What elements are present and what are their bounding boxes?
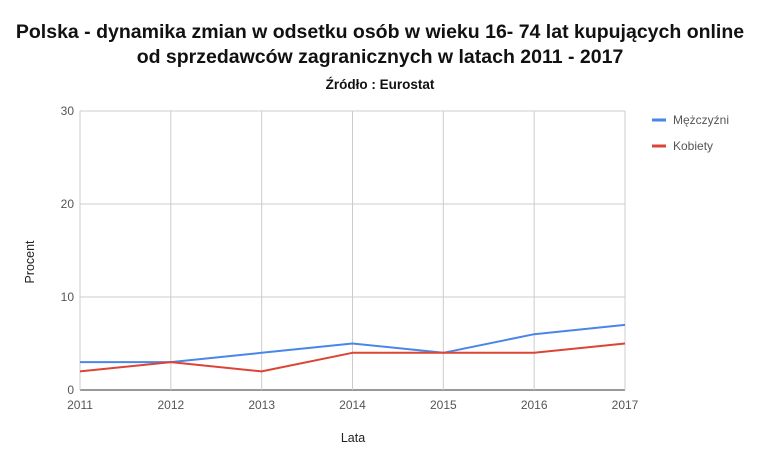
legend-label: Kobiety xyxy=(673,139,713,153)
x-tick-label: 2016 xyxy=(521,398,548,412)
grid-lines xyxy=(79,110,626,391)
x-tick-label: 2014 xyxy=(339,398,366,412)
y-tick-label: 30 xyxy=(61,104,75,118)
x-tick-label: 2017 xyxy=(612,398,639,412)
y-tick-label: 10 xyxy=(61,290,75,304)
x-axis-ticks: 2011 2012 2013 2014 2015 2016 2017 xyxy=(67,398,639,412)
y-tick-label: 20 xyxy=(61,197,75,211)
y-axis-label: Procent xyxy=(23,240,37,284)
y-tick-label: 0 xyxy=(67,383,74,397)
x-tick-label: 2013 xyxy=(248,398,275,412)
x-tick-label: 2012 xyxy=(157,398,184,412)
x-tick-label: 2011 xyxy=(67,398,93,412)
legend: Mężczyźni Kobiety xyxy=(652,113,729,153)
x-tick-label: 2015 xyxy=(430,398,457,412)
legend-label: Mężczyźni xyxy=(673,113,729,127)
chart-title-line-1: Polska - dynamika zmian w odsetku osób w… xyxy=(15,21,745,43)
series-lines xyxy=(79,323,626,373)
chart-title-line-2: od sprzedawców zagranicznych w latach 20… xyxy=(136,46,624,68)
chart-title: Polska - dynamika zmian w odsetku osób w… xyxy=(0,20,760,70)
x-axis-label: Lata xyxy=(341,431,365,445)
chart-subtitle: Źródło : Eurostat xyxy=(325,77,435,92)
y-axis-ticks: 0 10 20 30 xyxy=(61,104,75,397)
